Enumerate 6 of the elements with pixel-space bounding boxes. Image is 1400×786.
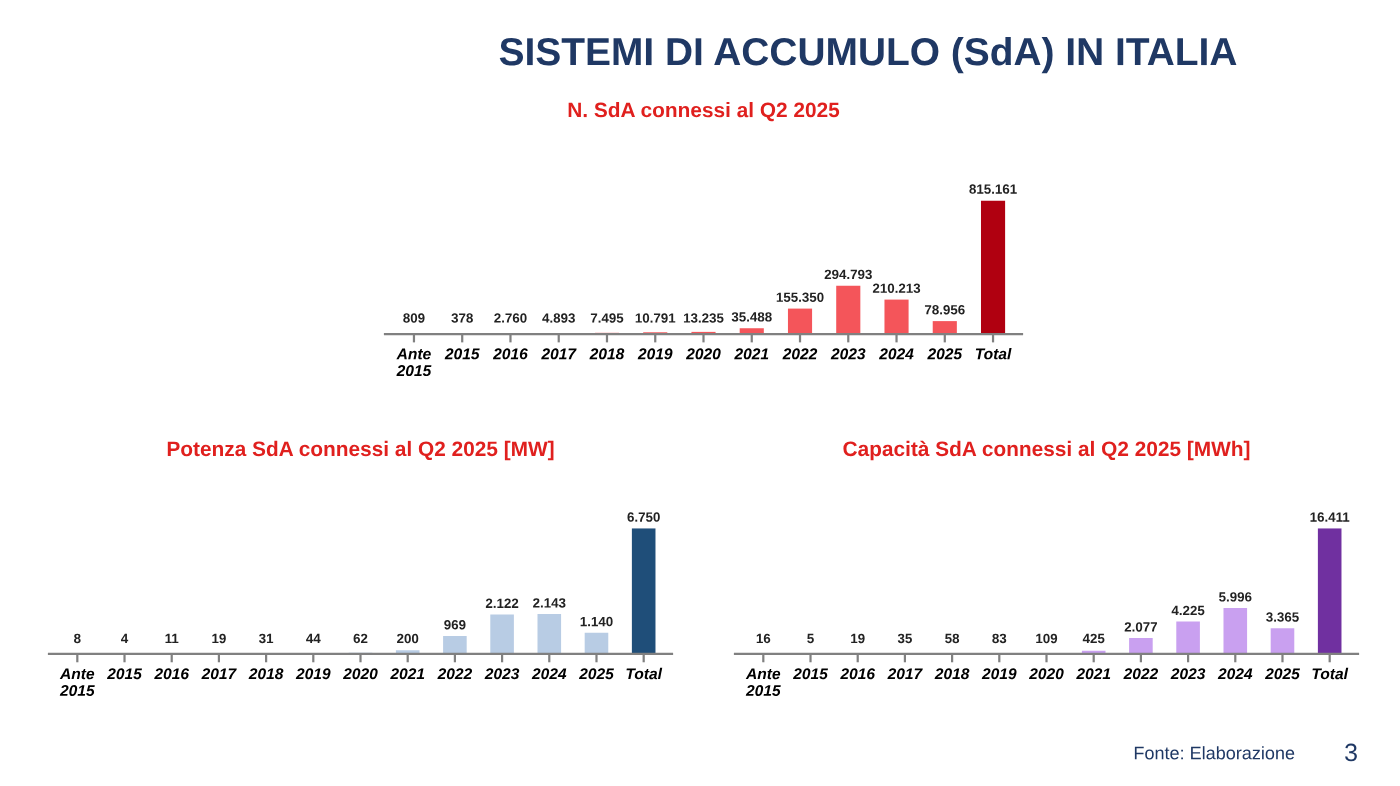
chart-title: Capacità SdA connessi al Q2 2025 [MWh] [843,440,1250,461]
chart-title: Potenza SdA connessi al Q2 2025 [MW] [167,440,554,461]
source-note: Fonte: Elaborazione [1134,746,1295,760]
chart-title: N. SdA connessi al Q2 2025 [568,102,840,122]
text: SISTEMI DI ACCUMULO (SdA) IN ITALIA [499,36,1237,74]
text: 3 [1345,743,1357,762]
